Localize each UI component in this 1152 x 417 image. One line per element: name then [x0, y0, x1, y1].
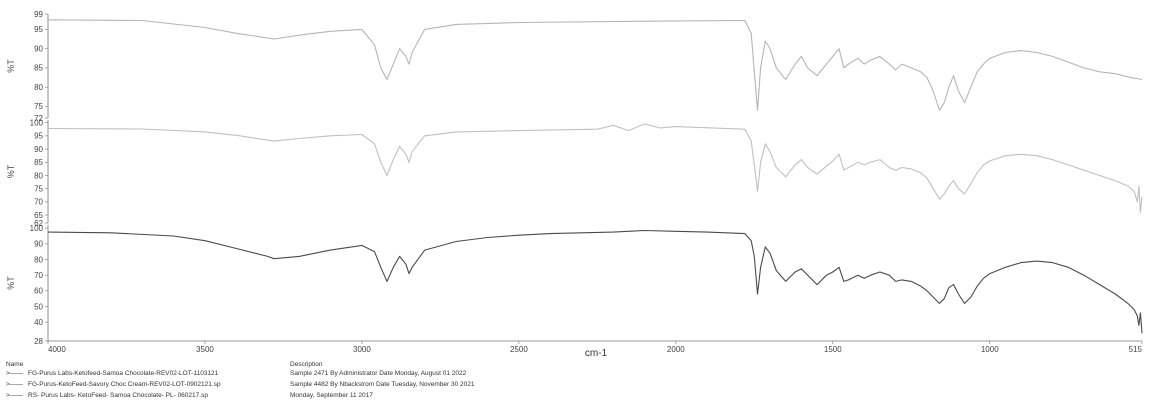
x-axis-label: cm-1: [585, 348, 608, 359]
ir-spectra-chart: 99959085807572%T1009590858075706562%T100…: [6, 10, 1143, 359]
y-tick-label: 80: [34, 83, 43, 92]
y-tick-label: 50: [34, 302, 43, 311]
y-tick-label: 60: [34, 287, 43, 296]
y-tick-label: 28: [34, 337, 43, 346]
y-axis-label: %T: [6, 164, 16, 178]
series-name: RS- Purus Labs- KetoFeed- Samoa Chocolat…: [28, 392, 208, 399]
legend-row[interactable]: >—— FG-Purus-KetoFeed-Savory Choc Cream-R…: [6, 379, 706, 390]
description-column-header: Description: [290, 361, 323, 368]
y-axis-label: %T: [6, 59, 16, 73]
x-tick-label: 4000: [48, 345, 66, 354]
y-tick-label: 75: [34, 184, 43, 193]
y-tick-label: 85: [34, 64, 43, 73]
legend-row[interactable]: >—— RS- Purus Labs- KetoFeed- Samoa Choco…: [6, 390, 706, 401]
x-tick-label: 3500: [196, 345, 214, 354]
x-tick-label: 3000: [353, 345, 371, 354]
y-tick-label: 40: [34, 318, 43, 327]
name-column-header: Name: [6, 361, 24, 368]
series-name: FG-Purus Labs-Ketofeed-Samoa Chocolate-R…: [28, 370, 219, 377]
legend-header: Name Description: [6, 361, 706, 368]
y-tick-label: 70: [34, 271, 43, 280]
x-axis: 4000 3500 3000 2500 2000 1500 1000 515 cm-1: [47, 340, 1143, 359]
y-axis-label: %T: [6, 276, 16, 290]
y-tick-label: 100: [30, 224, 44, 233]
y-tick-label: 99: [34, 10, 43, 19]
y-tick-label: 65: [34, 211, 43, 220]
y-tick-label: 72: [34, 114, 43, 123]
spectrum-panel: 100 90 80 70 60 50 40 28 %T: [6, 224, 1143, 346]
x-tick-label: 2500: [510, 345, 528, 354]
x-tick-label: 1500: [824, 345, 842, 354]
x-tick-label: 2000: [667, 345, 685, 354]
series-arrow-icon: >——: [6, 370, 23, 377]
series-arrow-icon: >——: [6, 392, 23, 399]
spectrum-series-line: [47, 123, 1143, 213]
spectrum-panel: 99 95 90 85 80 75 72 %T: [6, 10, 1143, 123]
spectrum-series-line: [47, 19, 1143, 111]
series-description: Sample 2471 By Administrator Date Monday…: [290, 370, 467, 377]
y-tick-label: 62: [34, 219, 43, 228]
series-name: FG-Purus-KetoFeed-Savory Choc Cream-REV0…: [28, 381, 221, 388]
x-tick-label: 1000: [981, 345, 999, 354]
y-tick-label: 80: [34, 171, 43, 180]
spectra-legend: Name Description >—— FG-Purus Labs-Ketofe…: [6, 361, 706, 401]
series-arrow-icon: >——: [6, 381, 23, 388]
y-tick-label: 85: [34, 158, 43, 167]
x-tick-label: 515: [1129, 345, 1143, 354]
series-description: Monday, September 11 2017: [290, 392, 373, 399]
y-tick-label: 90: [34, 44, 43, 53]
y-tick-label: 70: [34, 198, 43, 207]
y-tick-label: 75: [34, 102, 43, 111]
y-tick-label: 100: [30, 118, 44, 127]
legend-row[interactable]: >—— FG-Purus Labs-Ketofeed-Samoa Chocolat…: [6, 368, 706, 379]
spectrum-series-line: [47, 229, 1143, 334]
y-tick-label: 95: [34, 25, 43, 34]
series-description: Sample 4482 By Nbackstrom Date Tuesday, …: [290, 381, 475, 388]
y-tick-label: 80: [34, 255, 43, 264]
spectra-panels: 99959085807572%T1009590858075706562%T100…: [6, 10, 1143, 346]
y-tick-label: 90: [34, 240, 43, 249]
y-tick-label: 95: [34, 132, 43, 141]
y-tick-label: 90: [34, 145, 43, 154]
